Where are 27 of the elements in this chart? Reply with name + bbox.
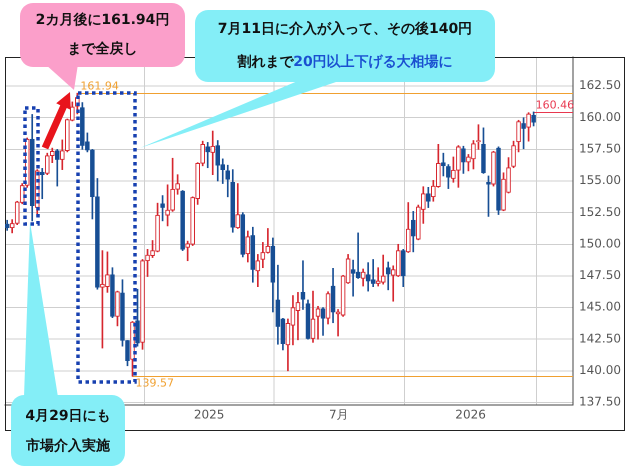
y-tick-label: 150.00 <box>579 236 621 250</box>
ref-line-label: 161.94 <box>80 80 119 93</box>
y-tick-label: 140.00 <box>579 362 621 377</box>
ref-line-label: 139.57 <box>135 376 174 390</box>
annotation: まで全戻し <box>67 41 138 57</box>
y-tick-label: 142.50 <box>579 331 621 346</box>
x-tick-label: 2025 <box>194 407 224 422</box>
x-tick-label: 7月 <box>328 407 349 422</box>
text: 2カ月後に161.94円 <box>36 12 170 28</box>
y-tick-label: 157.50 <box>579 142 621 156</box>
text: 市場介入実施 <box>26 438 110 454</box>
y-tick-label: 160.00 <box>579 110 621 124</box>
y-tick-label: 145.00 <box>579 300 621 314</box>
candlestick <box>316 306 320 340</box>
annotation: 割れまで <box>237 54 294 70</box>
x-tick-label: 2026 <box>455 407 486 422</box>
annotation: 20円以上下げる大相場に <box>293 54 453 70</box>
y-tick-label: 155.00 <box>579 173 621 188</box>
y-tick-label: 152.50 <box>579 204 621 219</box>
candlestick <box>300 260 306 310</box>
candlestick <box>521 117 526 150</box>
y-tick-label: 137.50 <box>579 394 621 409</box>
text: 7月11日に介入が入って、その後140円 <box>218 21 472 37</box>
y-tick-label: 162.50 <box>579 78 621 92</box>
text: 4月29日にも <box>25 408 111 424</box>
candlestick <box>160 195 165 222</box>
y-tick-label: 147.50 <box>579 268 621 282</box>
